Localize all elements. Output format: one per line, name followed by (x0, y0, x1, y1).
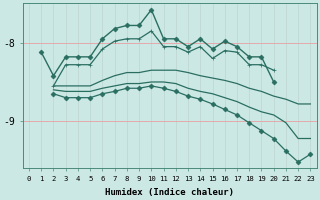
X-axis label: Humidex (Indice chaleur): Humidex (Indice chaleur) (105, 188, 234, 197)
